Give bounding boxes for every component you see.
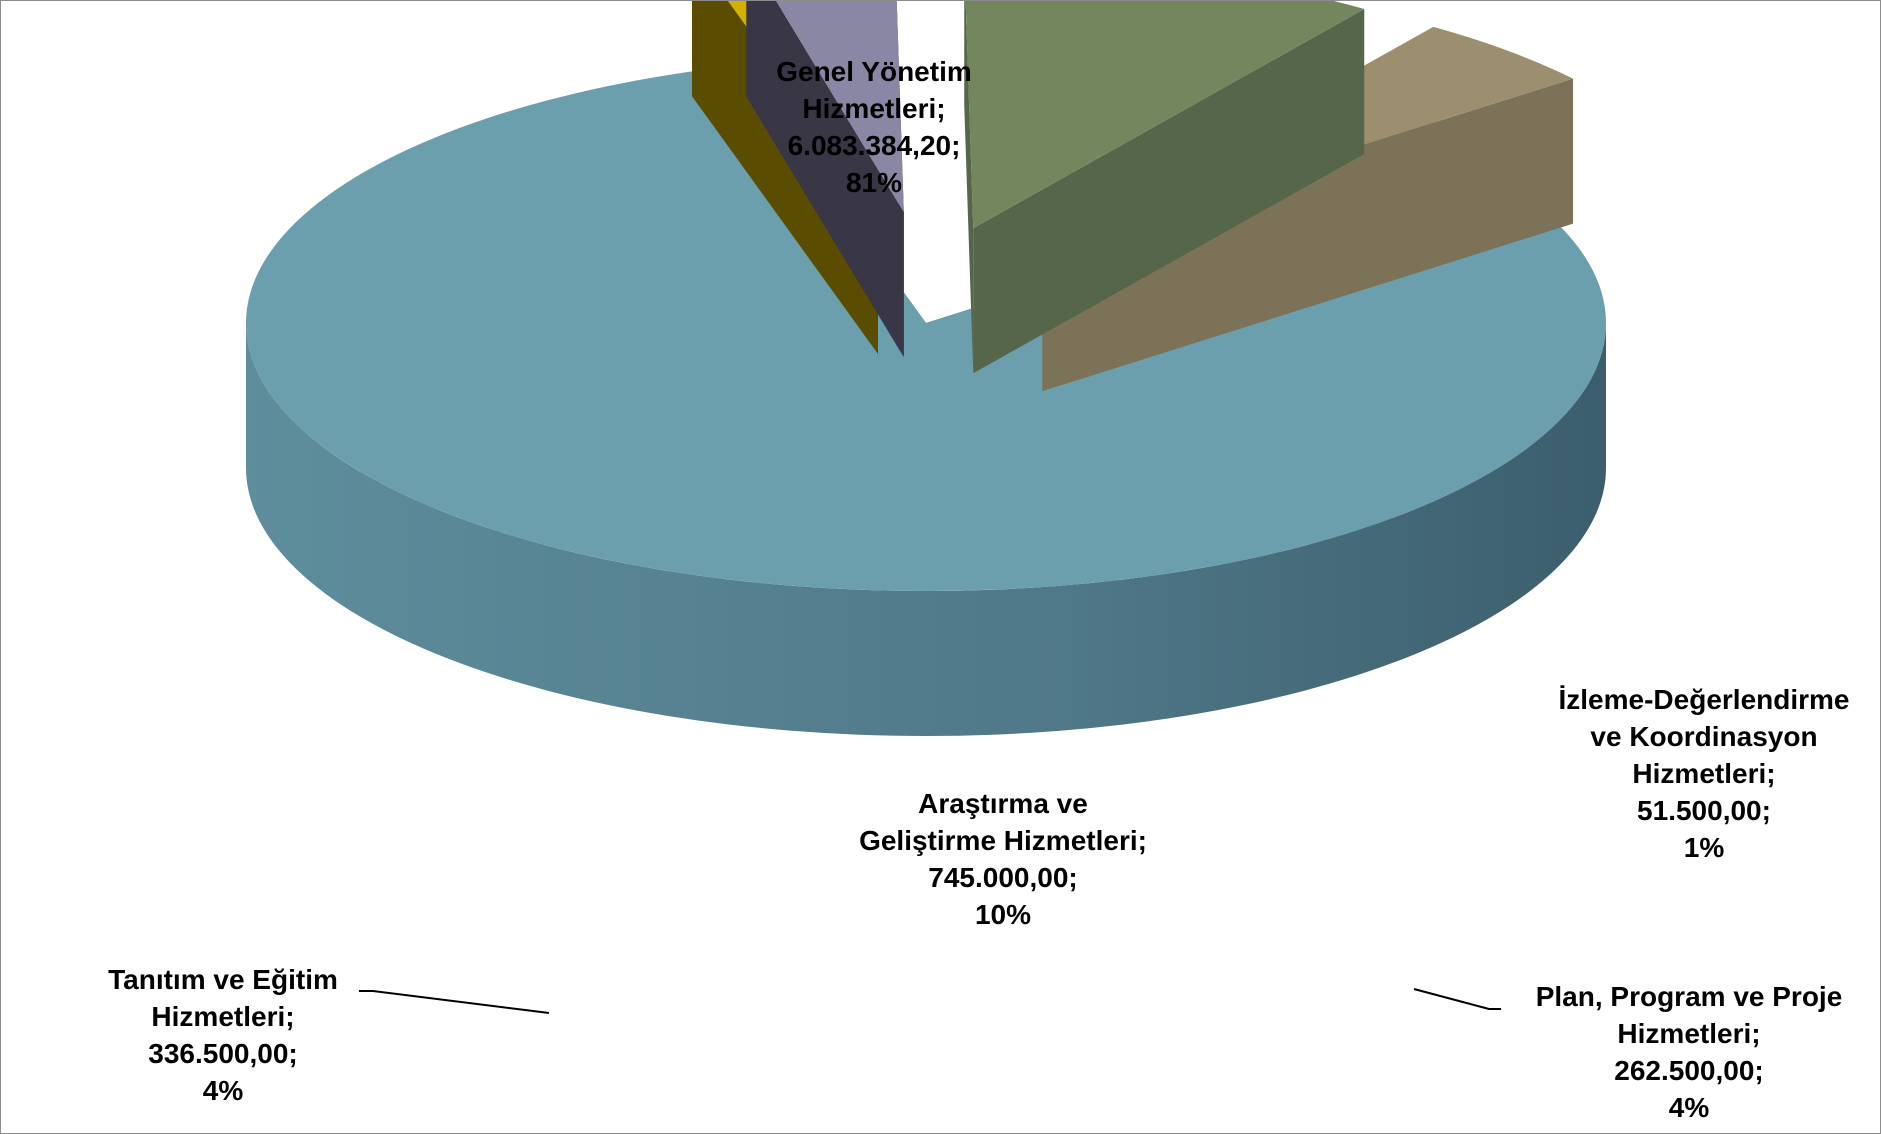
slice-plan-program xyxy=(746,1,904,358)
leader-line-plan-program xyxy=(1413,988,1501,1010)
data-label-izleme: İzleme-Değerlendirme ve Koordinasyon Hiz… xyxy=(1529,681,1879,866)
slice-percent: 1% xyxy=(1683,832,1725,863)
slice-plan-program-wall-start xyxy=(746,1,904,358)
slice-plan-program-top xyxy=(776,1,904,213)
slice-name-line: ve Koordinasyon xyxy=(1590,721,1818,752)
slice-value: 262.500,00; xyxy=(1614,1055,1764,1086)
slice-percent: 4% xyxy=(1668,1092,1710,1123)
slice-name-line: Plan, Program ve Proje xyxy=(1535,981,1843,1012)
slice-name-line: Tanıtım ve Eğitim xyxy=(108,964,338,995)
slice-arastirma xyxy=(964,1,1365,374)
data-label-plan-program: Plan, Program ve Proje Hizmetleri; 262.5… xyxy=(1501,978,1877,1126)
slice-arastirma-wall-start xyxy=(964,1,974,374)
slice-percent: 10% xyxy=(974,899,1032,930)
slice-name-line: Geliştirme Hizmetleri; xyxy=(859,825,1147,856)
slice-name-line: Hizmetleri; xyxy=(151,1001,295,1032)
slice-percent: 4% xyxy=(202,1075,244,1106)
slice-value: 336.500,00; xyxy=(148,1038,298,1069)
slice-value: 745.000,00; xyxy=(928,862,1078,893)
slice-name-line: Genel Yönetim xyxy=(776,56,972,87)
slice-name-line: Hizmetleri; xyxy=(1632,758,1776,789)
leader-line-tanitim xyxy=(359,990,550,1014)
slice-name-line: İzleme-Değerlendirme xyxy=(1558,684,1850,715)
data-label-genel-yonetim: Genel Yönetim Hizmetleri; 6.083.384,20; … xyxy=(729,53,1019,201)
slice-tanitim-wall-end xyxy=(1042,78,1574,392)
slice-genel-yonetim-top xyxy=(246,65,1607,591)
data-label-tanitim: Tanıtım ve Eğitim Hizmetleri; 336.500,00… xyxy=(79,961,367,1109)
data-label-arastirma: Araştırma ve Geliştirme Hizmetleri; 745.… xyxy=(821,785,1185,933)
slice-value: 6.083.384,20; xyxy=(787,130,961,161)
slice-name-line: Hizmetleri; xyxy=(1617,1018,1761,1049)
slice-value: 51.500,00; xyxy=(1637,795,1771,826)
slice-name-line: Hizmetleri; xyxy=(802,93,946,124)
slice-genel-yonetim-rim xyxy=(246,323,1606,736)
slice-arastirma-top xyxy=(965,1,1365,229)
slice-arastirma-wall-end xyxy=(973,8,1365,374)
slice-name-line: Araştırma ve xyxy=(918,788,1088,819)
slice-percent: 81% xyxy=(845,167,903,198)
